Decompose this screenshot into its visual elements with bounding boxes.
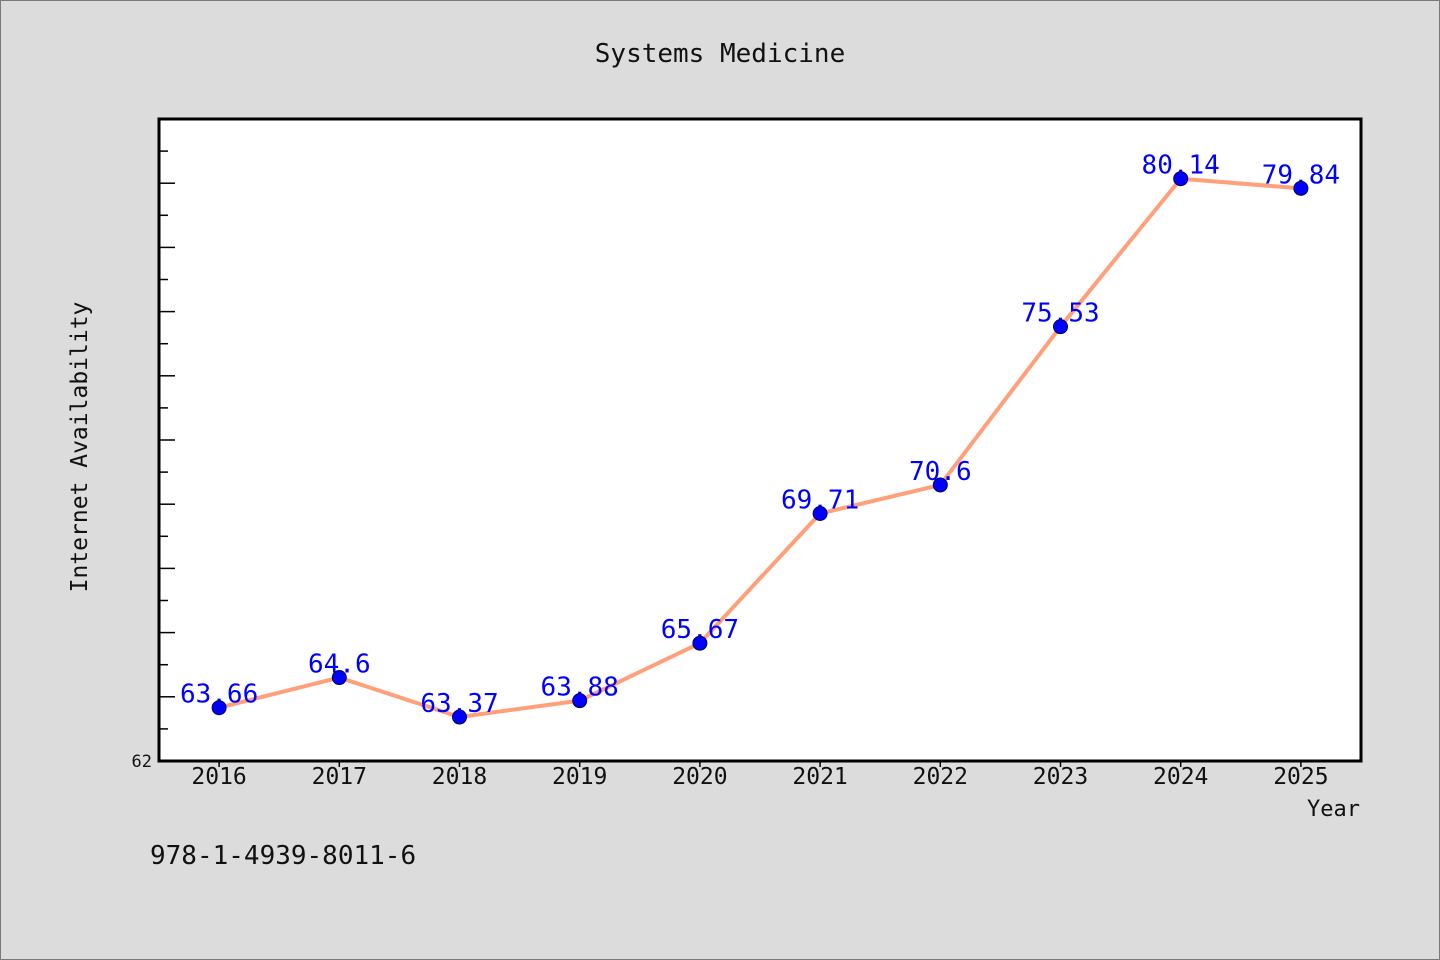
chart-title: Systems Medicine xyxy=(595,39,845,69)
footer-text: 978-1-4939-8011-6 xyxy=(150,841,416,871)
data-point-marker xyxy=(572,693,588,709)
x-tick-label: 2019 xyxy=(552,764,607,790)
y-tick-label: 62 xyxy=(132,752,152,772)
x-axis-ticks: 2016 2017 2018 2019 2020 2021 2022 2023 2024 2025 xyxy=(191,761,1329,790)
plot-frame xyxy=(157,117,1363,763)
y-axis-label: Internet Availability xyxy=(67,302,93,593)
x-tick-label: 2021 xyxy=(792,764,847,790)
data-point-marker xyxy=(932,477,948,493)
x-tick-label: 2016 xyxy=(191,764,246,790)
plot-area xyxy=(159,119,1361,761)
x-tick-label: 2025 xyxy=(1273,764,1328,790)
data-point-marker xyxy=(812,506,828,522)
data-point-marker xyxy=(1053,319,1068,335)
data-point-marker xyxy=(331,670,347,686)
x-tick-label: 2017 xyxy=(312,764,367,790)
x-tick-label: 2023 xyxy=(1033,764,1088,790)
x-tick-label: 2022 xyxy=(913,764,968,790)
series-line xyxy=(217,176,1303,720)
x-tick-label: 2024 xyxy=(1153,764,1208,790)
series-layer: 63.6664.663.3763.8865.6769.7170.675.5380… xyxy=(180,151,1340,725)
data-point-marker xyxy=(452,709,467,725)
x-tick-label: 2020 xyxy=(672,764,727,790)
data-point-marker xyxy=(1173,171,1189,187)
x-tick-label: 2018 xyxy=(432,764,487,790)
y-axis-ticks: 62 xyxy=(132,150,175,772)
x-axis-label: Year xyxy=(1307,797,1360,822)
data-point-marker xyxy=(211,700,227,716)
data-point-marker xyxy=(1293,180,1309,196)
data-point-marker xyxy=(692,635,708,651)
